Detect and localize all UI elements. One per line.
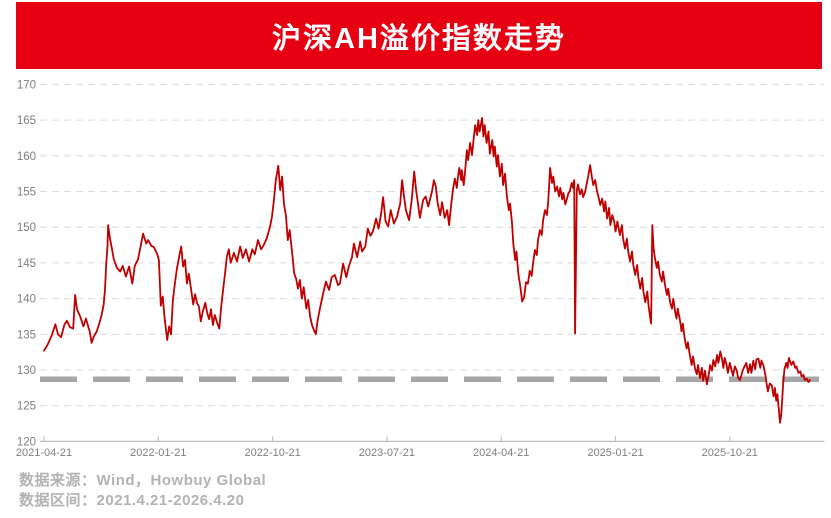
chart-title: 沪深AH溢价指数走势: [272, 22, 566, 55]
y-axis-tick-label: 150: [17, 222, 36, 234]
x-axis-tick-label: 2025-10-21: [702, 447, 758, 459]
data-range-label: 数据区间：: [19, 492, 97, 509]
data-source-label: 数据来源：: [19, 472, 97, 489]
data-source-line: 数据来源：Wind，Howbuy Global: [19, 471, 266, 491]
y-axis-tick-label: 125: [17, 401, 36, 413]
x-axis-tick-label: 2022-01-21: [130, 447, 186, 459]
data-range-value: 2021.4.21-2026.4.20: [96, 492, 245, 509]
x-axis-tick-label: 2025-01-21: [587, 447, 643, 459]
y-axis-tick-label: 155: [17, 187, 36, 199]
chart-footer: 数据来源：Wind，Howbuy Global 数据区间：2021.4.21-2…: [19, 471, 266, 511]
y-axis-tick-label: 165: [17, 115, 36, 127]
x-axis-tick-label: 2022-10-21: [244, 447, 300, 459]
y-axis-tick-label: 170: [17, 79, 36, 91]
premium-index-series-line: [43, 117, 811, 424]
y-axis-tick-label: 145: [17, 258, 36, 270]
x-axis-tick-label: 2021-04-21: [16, 447, 72, 459]
data-source-value: Wind，Howbuy Global: [96, 472, 267, 489]
y-axis-tick-label: 120: [17, 436, 36, 448]
y-axis-tick-label: 140: [17, 294, 36, 306]
title-banner: 沪深AH溢价指数走势: [16, 2, 822, 69]
y-axis-tick-label: 135: [17, 329, 36, 341]
y-axis-tick-label: 130: [17, 365, 36, 377]
y-axis-tick-label: 160: [17, 151, 36, 163]
data-range-line: 数据区间：2021.4.21-2026.4.20: [19, 491, 266, 511]
x-axis-tick-label: 2023-07-21: [359, 447, 415, 459]
x-axis-tick-label: 2024-04-21: [473, 447, 529, 459]
